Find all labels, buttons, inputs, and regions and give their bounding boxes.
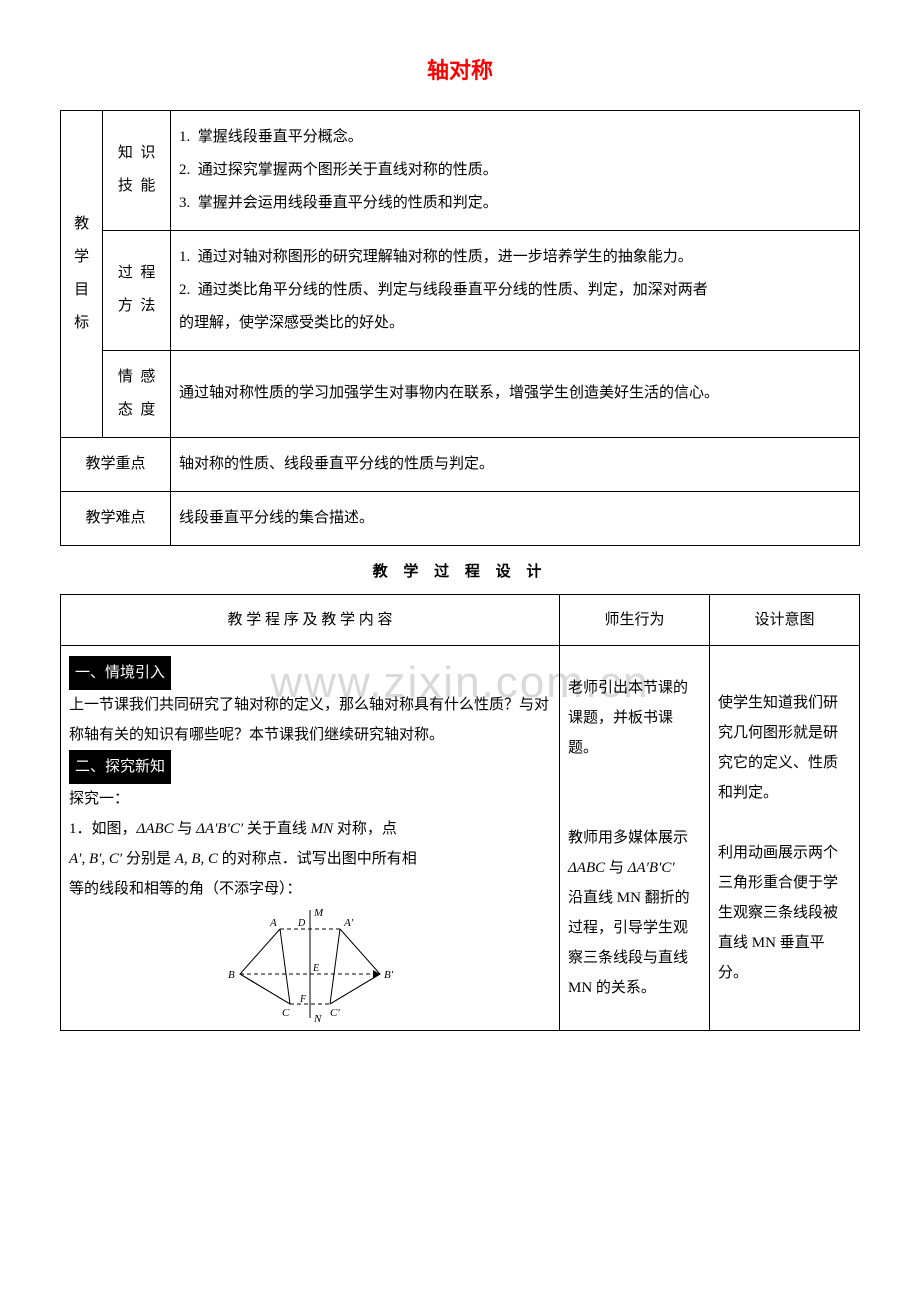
svg-text:D: D (297, 918, 306, 929)
svg-text:M: M (313, 907, 324, 919)
problem-line3: 等的线段和相等的角（不添字母）： (69, 881, 302, 897)
objectives-label: 教学目标 (61, 110, 103, 437)
section-heading: 教 学 过 程 设 计 (60, 558, 860, 587)
symmetry-diagram: M N A A′ B B′ (210, 904, 410, 1024)
difficulty-text: 线段垂直平分线的集合描述。 (171, 491, 860, 545)
row-knowledge-label: 知 识技 能 (103, 110, 171, 230)
row-knowledge-content: 1. 掌握线段垂直平分概念。 2. 通过探究掌握两个图形关于直线对称的性质。 3… (171, 110, 860, 230)
col-b-header: 师生行为 (560, 595, 710, 646)
svg-text:F: F (299, 994, 307, 1005)
row-emotion-label: 情 感态 度 (103, 350, 171, 437)
section-marker-1: 一、情境引入 (69, 656, 171, 690)
page-title: 轴对称 (60, 50, 860, 92)
col-a-body: 一、情境引入 上一节课我们共同研究了轴对称的定义，那么轴对称具有什么性质？与对称… (61, 646, 560, 1031)
svg-text:C: C (282, 1007, 290, 1019)
svg-text:A: A (269, 917, 277, 929)
problem-line2: A′, B′, C′ 分别是 A, B, C 的对称点．试写出图中所有相 (69, 851, 417, 867)
row-process-content: 1. 通过对轴对称图形的研究理解轴对称的性质，进一步培养学生的抽象能力。 2. … (171, 230, 860, 350)
difficulty-label: 教学难点 (61, 491, 171, 545)
process-table: 教 学 程 序 及 教 学 内 容 师生行为 设计意图 一、情境引入 上一节课我… (60, 594, 860, 1031)
svg-text:A′: A′ (343, 917, 354, 929)
col-b-body: 老师引出本节课的课题，并板书课题。 教师用多媒体展示 ΔABC 与 ΔA′B′C… (560, 646, 710, 1031)
row-emotion-content: 通过轴对称性质的学习加强学生对事物内在联系，增强学生创造美好生活的信心。 (171, 350, 860, 437)
svg-text:C′: C′ (330, 1007, 340, 1019)
explore-label: 探究一： (69, 791, 129, 807)
svg-text:B: B (228, 969, 235, 981)
col-c-body: 使学生知道我们研究几何图形就是研究它的定义、性质和判定。 利用动画展示两个三角形… (710, 646, 860, 1031)
svg-text:E: E (312, 963, 319, 974)
objectives-table: 教学目标 知 识技 能 1. 掌握线段垂直平分概念。 2. 通过探究掌握两个图形… (60, 110, 860, 546)
col-c-header: 设计意图 (710, 595, 860, 646)
intro-paragraph: 上一节课我们共同研究了轴对称的定义，那么轴对称具有什么性质？与对称轴有关的知识有… (69, 697, 549, 743)
row-process-label: 过 程方 法 (103, 230, 171, 350)
key-point-label: 教学重点 (61, 437, 171, 491)
svg-text:B′: B′ (384, 969, 394, 981)
col-a-header: 教 学 程 序 及 教 学 内 容 (61, 595, 560, 646)
section-marker-2: 二、探究新知 (69, 750, 171, 784)
svg-text:N: N (313, 1013, 322, 1024)
key-point-text: 轴对称的性质、线段垂直平分线的性质与判定。 (171, 437, 860, 491)
problem-line1: 1．如图，ΔABC 与 ΔA′B′C′ 关于直线 MN 对称，点 (69, 821, 397, 837)
